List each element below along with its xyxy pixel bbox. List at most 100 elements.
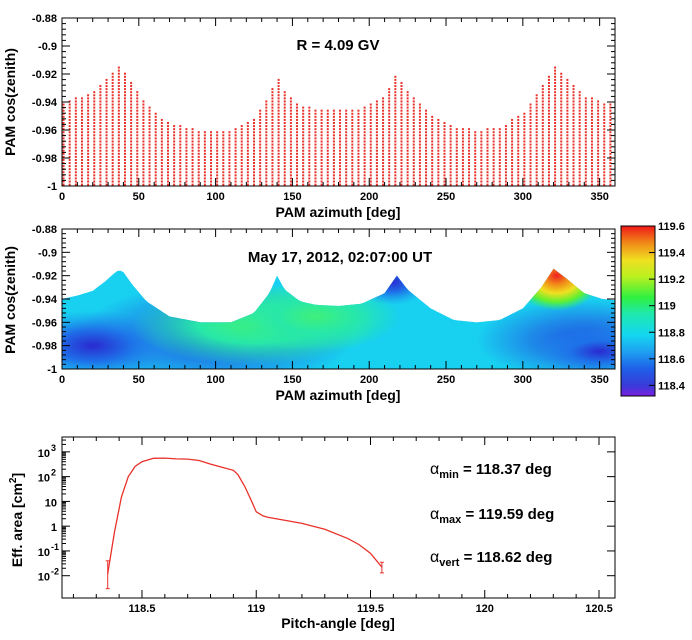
data-point	[105, 146, 108, 149]
data-point	[277, 140, 280, 143]
data-point	[566, 85, 569, 88]
data-point	[541, 85, 544, 88]
data-point	[265, 115, 268, 118]
data-point	[609, 112, 612, 115]
top-axes: 0 50 100 150 200 250 300 350-1-0.98-0.96-0.94-0…	[32, 13, 616, 203]
data-point	[357, 155, 360, 158]
data-point	[541, 118, 544, 121]
data-point	[93, 91, 96, 94]
data-point	[62, 165, 65, 168]
data-point	[302, 140, 305, 143]
data-point	[203, 177, 206, 180]
data-point	[554, 128, 557, 131]
data-point	[517, 122, 520, 124]
data-point	[259, 149, 262, 152]
data-point	[271, 134, 274, 137]
data-point	[210, 146, 213, 149]
data-point	[228, 177, 231, 180]
data-point	[455, 137, 458, 140]
data-point	[603, 112, 606, 115]
data-point	[289, 152, 292, 155]
data-point	[136, 128, 139, 131]
data-point	[308, 128, 311, 131]
data-point	[339, 128, 342, 131]
data-point	[203, 146, 206, 149]
data-point	[246, 128, 249, 131]
data-point	[345, 162, 348, 165]
data-point	[203, 183, 206, 186]
data-point	[492, 146, 495, 149]
data-point	[468, 140, 471, 143]
data-point	[431, 146, 434, 149]
data-point	[74, 165, 77, 168]
data-point	[449, 155, 452, 158]
data-point	[216, 152, 219, 155]
data-point	[418, 158, 421, 161]
y-tick-exponent: 3	[51, 443, 56, 453]
y-tick-label: -0.98	[32, 341, 57, 353]
data-point	[597, 118, 600, 121]
data-point	[185, 174, 188, 177]
data-point	[517, 137, 520, 140]
data-point	[197, 152, 200, 155]
data-point	[566, 88, 569, 91]
data-point	[412, 122, 415, 124]
data-point	[425, 149, 428, 152]
data-point	[105, 122, 108, 124]
data-point	[357, 168, 360, 171]
y-tick-label: -0.92	[32, 271, 57, 283]
data-point	[222, 158, 225, 161]
data-point	[597, 131, 600, 134]
data-point	[400, 94, 403, 97]
data-point	[560, 131, 563, 134]
data-point	[375, 131, 378, 134]
data-point	[130, 165, 133, 168]
data-point	[234, 143, 237, 146]
data-point	[406, 118, 409, 121]
data-point	[289, 177, 292, 180]
top-x-axis-label: PAM azimuth [deg]	[276, 204, 401, 220]
data-point	[154, 183, 157, 186]
data-point	[296, 165, 299, 168]
data-point	[566, 183, 569, 186]
data-point	[130, 88, 133, 91]
data-point	[314, 183, 317, 186]
data-point	[314, 180, 317, 183]
data-point	[418, 140, 421, 143]
data-point	[529, 140, 532, 143]
data-point	[584, 174, 587, 177]
data-point	[154, 146, 157, 149]
data-point	[455, 168, 458, 171]
data-point	[480, 137, 483, 140]
data-point	[369, 134, 372, 137]
data-point	[105, 149, 108, 152]
data-point	[492, 158, 495, 161]
data-point	[609, 165, 612, 168]
data-point	[339, 183, 342, 186]
data-point	[210, 134, 213, 137]
data-point	[179, 152, 182, 155]
data-point	[406, 122, 409, 124]
data-point	[117, 85, 120, 88]
data-point	[369, 146, 372, 149]
data-point	[541, 180, 544, 183]
data-point	[339, 152, 342, 155]
data-point	[296, 109, 299, 112]
data-point	[68, 177, 71, 180]
data-point	[590, 137, 593, 140]
data-point	[400, 165, 403, 168]
data-point	[314, 168, 317, 171]
data-point	[351, 171, 354, 174]
data-point	[277, 106, 280, 109]
data-point	[584, 100, 587, 103]
data-point	[412, 109, 415, 112]
data-point	[504, 149, 507, 152]
data-point	[283, 109, 286, 112]
data-point	[105, 88, 108, 91]
data-point	[123, 134, 126, 137]
data-point	[609, 171, 612, 174]
data-point	[99, 118, 102, 121]
data-point	[93, 174, 96, 177]
data-point	[234, 158, 237, 161]
data-point	[400, 140, 403, 143]
